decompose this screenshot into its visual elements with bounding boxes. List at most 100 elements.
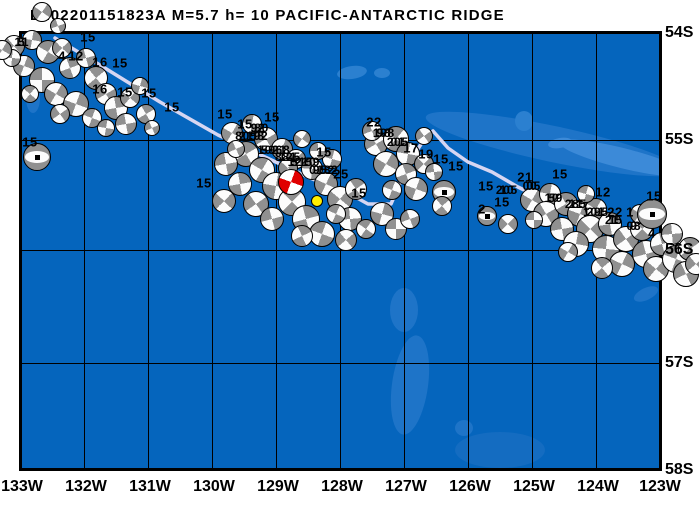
overlapping-event-labels: 0915822 xyxy=(309,163,338,177)
event-day-label: 15 xyxy=(494,194,510,210)
latitude-axis-label: 58S xyxy=(665,461,694,478)
event-day-label: 15 xyxy=(433,151,449,167)
grid-line-latitude xyxy=(22,140,659,141)
pressure-axis-dot xyxy=(441,189,447,195)
longitude-axis-label: 125W xyxy=(513,478,555,495)
focal-mechanism-beachball xyxy=(32,2,52,22)
focal-mechanism-beachball xyxy=(577,185,595,203)
yellow-event-dot xyxy=(311,195,323,207)
focal-mechanism-beachball xyxy=(362,121,382,141)
overlapping-event-labels: 20015 xyxy=(386,135,408,149)
longitude-axis-label: 127W xyxy=(385,478,427,495)
latitude-axis-label: 56S xyxy=(665,241,694,258)
longitude-axis-label: 132W xyxy=(65,478,107,495)
event-day-label: 15 xyxy=(80,29,96,45)
event-day-label: 15 xyxy=(478,178,494,194)
overlapping-event-labels: 120915 xyxy=(582,205,608,219)
event-day-label: 15 xyxy=(351,185,367,201)
overlapping-event-labels: 9820 xyxy=(250,121,269,135)
event-day-label: 15 xyxy=(237,116,253,132)
focal-mechanism-beachball xyxy=(97,119,115,137)
event-day-label: 12 xyxy=(68,48,84,64)
overlapping-event-labels: 1509 xyxy=(544,191,563,205)
pressure-axis-dot xyxy=(484,213,490,219)
focal-mechanism-beachball xyxy=(293,130,311,148)
event-day-label: 12 xyxy=(595,184,611,200)
overlapping-event-labels: 0005 xyxy=(522,179,541,193)
focal-mechanism-beachball xyxy=(637,199,667,229)
focal-mechanism-beachball xyxy=(212,189,236,213)
event-day-label: 4 xyxy=(58,48,66,64)
focal-mechanism-beachball xyxy=(558,242,578,262)
longitude-axis-label: 129W xyxy=(257,478,299,495)
event-day-label: 15 xyxy=(22,134,38,150)
focal-mechanism-beachball xyxy=(335,229,357,251)
focal-mechanism-beachball xyxy=(260,207,284,231)
focal-mechanism-beachball xyxy=(23,143,51,171)
focal-mechanism-beachball xyxy=(227,140,245,158)
focal-mechanism-beachball xyxy=(432,196,452,216)
focal-mechanism-beachball xyxy=(404,177,428,201)
focal-mechanism-beachball xyxy=(52,38,72,58)
focal-mechanism-beachball xyxy=(50,18,66,34)
focal-mechanism-beachball xyxy=(144,120,160,136)
longitude-axis-label: 131W xyxy=(129,478,171,495)
focal-mechanism-beachball xyxy=(50,104,70,124)
focal-mechanism-beachball xyxy=(345,178,367,200)
grid-line-longitude xyxy=(340,34,341,468)
event-day-label: 15 xyxy=(164,99,180,115)
pressure-axis-dot xyxy=(649,211,655,217)
focal-mechanism-beachball xyxy=(228,172,252,196)
focal-mechanism-beachball xyxy=(477,206,497,226)
longitude-axis-label: 128W xyxy=(321,478,363,495)
longitude-axis-label: 124W xyxy=(577,478,619,495)
event-day-label: 19 xyxy=(418,146,434,162)
focal-mechanism-beachball xyxy=(498,214,518,234)
focal-mechanism-beachball xyxy=(322,149,342,169)
longitude-axis-label: 133W xyxy=(1,478,43,495)
overlapping-event-labels: 818215 xyxy=(274,150,300,164)
focal-mechanism-beachball xyxy=(59,57,81,79)
event-day-label: 15 xyxy=(117,84,133,100)
focal-mechanism-beachball xyxy=(591,257,613,279)
grid-line-latitude xyxy=(22,363,659,364)
event-day-label: 16 xyxy=(92,81,108,97)
latitude-axis-label: 54S xyxy=(665,24,694,41)
focal-mechanism-beachball xyxy=(685,253,699,275)
event-day-label: 15 xyxy=(646,188,662,204)
focal-mechanism-beachball xyxy=(661,223,683,245)
event-day-label: 15 xyxy=(264,109,280,125)
focal-mechanism-beachball xyxy=(373,151,399,177)
event-day-label: 15 xyxy=(217,106,233,122)
event-day-label: 15 xyxy=(112,55,128,71)
overlapping-event-labels: 19988 xyxy=(372,126,394,140)
grid-line-longitude xyxy=(84,34,85,468)
longitude-axis-label: 123W xyxy=(639,478,681,495)
focal-mechanism-beachball xyxy=(425,163,443,181)
grid-line-longitude xyxy=(148,34,149,468)
event-day-label: 15 xyxy=(552,166,568,182)
focal-mechanism-beachball xyxy=(76,48,96,68)
focal-mechanism-beachball xyxy=(44,82,68,106)
grid-line-longitude xyxy=(532,34,533,468)
focal-mechanism-beachball xyxy=(525,211,543,229)
grid-line-longitude xyxy=(212,34,213,468)
event-day-label: 22 xyxy=(607,204,623,220)
overlapping-event-labels: 82015982 xyxy=(235,129,267,143)
overlapping-event-labels: 2115 xyxy=(604,213,622,227)
event-day-label: 15 xyxy=(141,85,157,101)
longitude-axis-label: 130W xyxy=(193,478,235,495)
focal-mechanism-beachball xyxy=(242,114,262,134)
event-day-label: 25 xyxy=(333,166,349,182)
bathymetry-patch xyxy=(455,432,545,468)
event-day-label: 2 xyxy=(478,201,486,217)
ridge-transform-trace xyxy=(53,36,540,206)
event-day-label: 15 xyxy=(196,175,212,191)
focal-mechanism-beachball xyxy=(21,85,39,103)
longitude-axis-label: 126W xyxy=(449,478,491,495)
event-day-label: 17 xyxy=(403,140,419,156)
focal-mechanism-beachball xyxy=(400,209,420,229)
focal-mechanism-beachball xyxy=(115,113,137,135)
event-day-label: 15 xyxy=(448,158,464,174)
